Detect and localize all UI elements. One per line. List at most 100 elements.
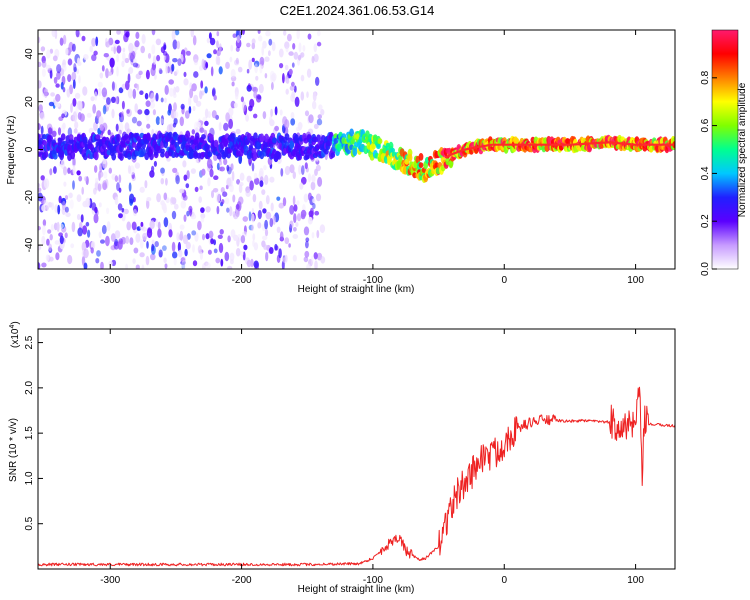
- heatmap-cell: [307, 173, 312, 183]
- heatmap-cell: [134, 103, 138, 113]
- heatmap-cell: [268, 50, 271, 57]
- heatmap-cell: [43, 199, 47, 206]
- heatmap-cell: [69, 199, 74, 210]
- heatmap-cell: [41, 204, 46, 212]
- heatmap-cell: [136, 83, 140, 91]
- heatmap-cell: [79, 113, 85, 122]
- heatmap-cell: [199, 90, 203, 100]
- heatmap-cell: [149, 170, 155, 178]
- heatmap-cell: [288, 68, 293, 75]
- heatmap-cell: [313, 123, 319, 130]
- heatmap-cell: [200, 207, 205, 214]
- heatmap-cell: [180, 257, 186, 263]
- heatmap-cell: [38, 187, 42, 193]
- heatmap-cell: [83, 262, 88, 269]
- heatmap-cell: [149, 220, 155, 230]
- heatmap-cell: [242, 251, 246, 261]
- heatmap-cell: [141, 227, 148, 232]
- heatmap-cell: [316, 30, 321, 37]
- heatmap-cell: [80, 214, 84, 223]
- heatmap-cell: [307, 216, 313, 225]
- heatmap-cell: [136, 120, 142, 127]
- heatmap-cell: [158, 118, 165, 124]
- heatmap-cell: [93, 187, 97, 195]
- heatmap-cell: [301, 176, 307, 185]
- heatmap-cell: [47, 127, 53, 135]
- heatmap-cell: [145, 100, 151, 107]
- heatmap-cell: [131, 142, 137, 148]
- heatmap-cell: [218, 122, 222, 131]
- heatmap-cell: [118, 187, 122, 193]
- heatmap-cell: [252, 233, 256, 241]
- heatmap-cell: [140, 45, 145, 54]
- heatmap-cell: [218, 66, 223, 75]
- heatmap-cell: [149, 152, 154, 161]
- heatmap-cell: [129, 237, 134, 246]
- heatmap-cell: [209, 37, 216, 46]
- heatmap-cell: [219, 166, 225, 172]
- heatmap-cell: [238, 184, 243, 194]
- heatmap-cell: [146, 241, 149, 249]
- heatmap-cell: [162, 245, 167, 251]
- heatmap-cell: [201, 58, 205, 69]
- heatmap-cell: [135, 31, 140, 39]
- heatmap-cell: [50, 92, 55, 97]
- heatmap-cell: [265, 251, 269, 262]
- heatmap-cell: [106, 97, 111, 105]
- heatmap-cell: [264, 174, 269, 185]
- heatmap-cell: [189, 88, 194, 99]
- heatmap-cell: [270, 108, 273, 117]
- heatmap-cell: [140, 221, 144, 227]
- heatmap-cell: [315, 76, 320, 86]
- heatmap-cell: [184, 110, 190, 119]
- heatmap-cell: [233, 234, 239, 241]
- heatmap-cell: [213, 154, 218, 161]
- heatmap-cell: [235, 57, 239, 64]
- heatmap-cell: [93, 151, 99, 161]
- snr-series-line: [37, 386, 676, 567]
- heatmap-cell: [45, 254, 50, 261]
- heatmap-cell: [173, 102, 177, 112]
- heatmap-cell: [211, 110, 217, 119]
- heatmap-cell: [317, 114, 322, 120]
- heatmap-cell: [40, 46, 46, 52]
- heatmap-cell: [169, 87, 174, 97]
- snr-panel: -300 -200 -100 0 100 0.5 1.0 1.5 2.0 2.5 Height …: [8, 321, 676, 595]
- heatmap-cell: [172, 167, 178, 173]
- heatmap-cell: [71, 71, 77, 82]
- heatmap-cell: [196, 121, 201, 127]
- heatmap-cell: [279, 109, 283, 116]
- heatmap-cell: [76, 170, 81, 176]
- heatmap-cell: [64, 206, 69, 213]
- heatmap-cell: [296, 30, 300, 40]
- heatmap-cell: [130, 50, 136, 60]
- heatmap-cell: [294, 96, 300, 108]
- heatmap-cell: [248, 59, 253, 70]
- heatmap-cell: [161, 202, 167, 211]
- heatmap-cell: [103, 171, 108, 179]
- heatmap-cell: [284, 165, 291, 176]
- heatmap-cell: [146, 197, 152, 202]
- heatmap-cell: [289, 220, 294, 229]
- heatmap-cell: [170, 196, 175, 204]
- heatmap-cell: [46, 201, 49, 212]
- heatmap-cell: [85, 197, 91, 208]
- heatmap-cell: [159, 69, 163, 74]
- heatmap-cell: [38, 104, 43, 112]
- heatmap-cell: [205, 144, 211, 150]
- heatmap-cell: [306, 263, 311, 269]
- heatmap-cell: [304, 110, 310, 117]
- heatmap-cell: [251, 38, 256, 45]
- heatmap-cell: [70, 150, 76, 160]
- heatmap-cell: [290, 93, 295, 102]
- heatmap-cell: [314, 210, 320, 216]
- heatmap-cell: [49, 234, 53, 241]
- heatmap-cell: [48, 256, 54, 262]
- heatmap-cell: [79, 100, 83, 112]
- heatmap-cell: [204, 108, 209, 119]
- heatmap-cell: [88, 127, 94, 134]
- heatmap-cell: [101, 224, 107, 235]
- heatmap-cell: [216, 205, 220, 215]
- heatmap-cell: [117, 240, 123, 250]
- heatmap-cell: [184, 248, 188, 257]
